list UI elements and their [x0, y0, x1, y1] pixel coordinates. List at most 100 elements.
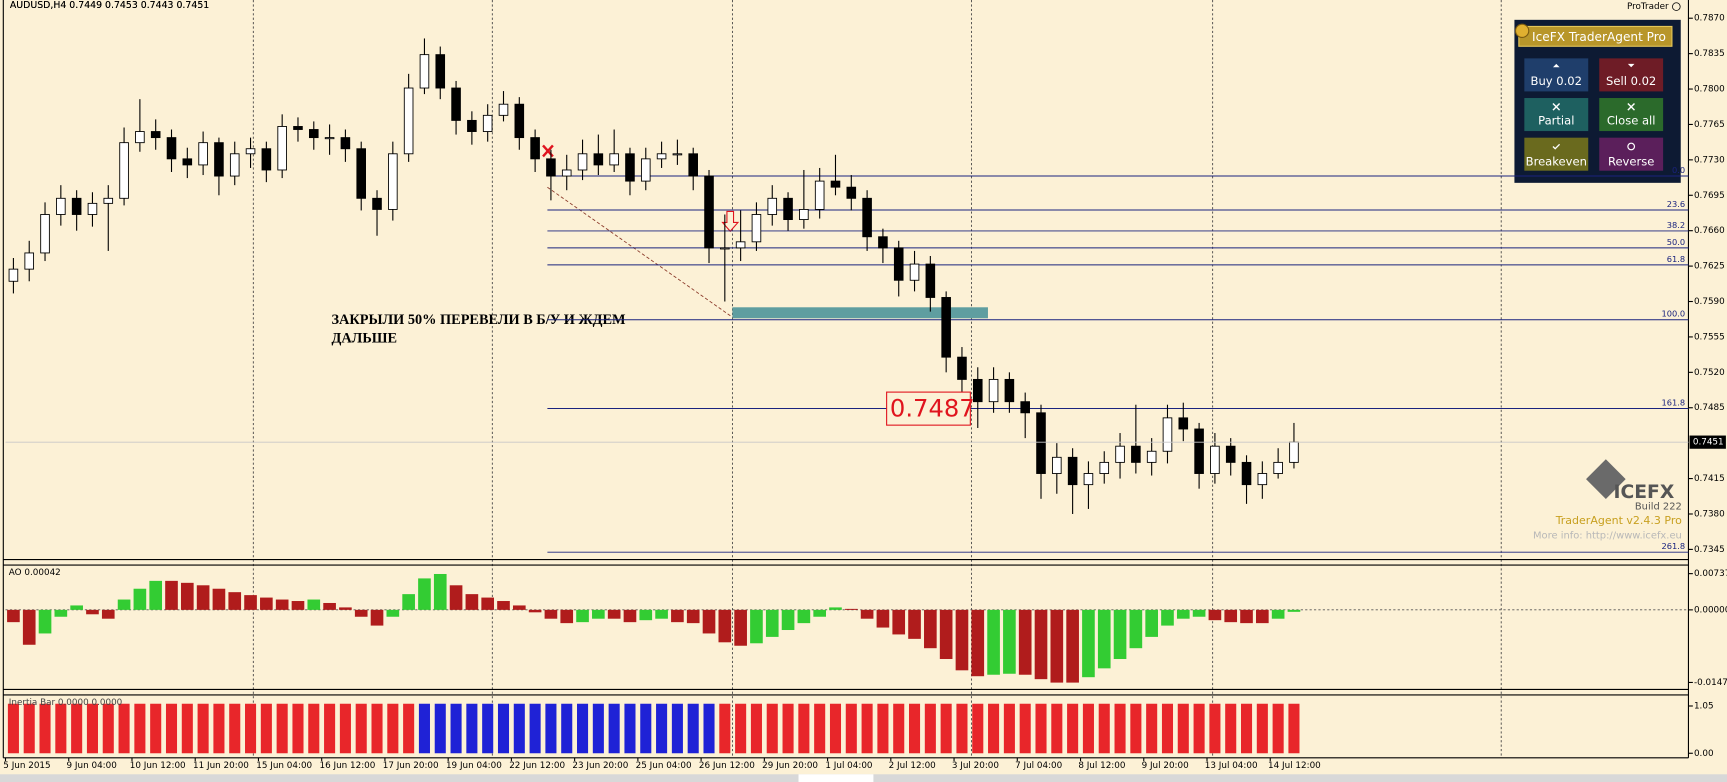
y-tick-label: 0.7485: [1694, 403, 1725, 413]
button-face[interactable]: [1524, 98, 1589, 132]
button-label[interactable]: Close all: [1607, 114, 1656, 128]
indicator-bar: [86, 703, 98, 754]
candle-body: [340, 137, 351, 150]
x-tick-label: 14 Jul 12:00: [1268, 761, 1321, 771]
x-tick-label: 5 Jun 2015: [3, 761, 50, 771]
ao-bar: [734, 609, 747, 646]
annotation: ДАЛЬШЕ: [332, 331, 398, 347]
fibo-label: 161.8: [1662, 398, 1686, 408]
indicator-bar: [624, 703, 636, 754]
button-face[interactable]: [1524, 137, 1589, 171]
candle-body: [593, 153, 604, 166]
indicator-bar: [1256, 703, 1268, 754]
candle-body: [1289, 441, 1299, 463]
brand: ProTrader: [1627, 2, 1669, 12]
candle-body: [261, 148, 272, 171]
button-label[interactable]: Partial: [1538, 114, 1574, 128]
ao-bar: [22, 609, 36, 645]
y-tick-label: 0.00000: [1694, 605, 1727, 615]
candle-body: [372, 197, 382, 210]
indicator-bar: [134, 703, 146, 754]
partial-button[interactable]: Partial: [1524, 98, 1589, 132]
indicator-bar: [71, 703, 83, 754]
indicator-bar: [592, 703, 604, 754]
x-tick-label: 13 Jul 04:00: [1205, 761, 1258, 771]
candle-body: [135, 131, 145, 144]
x-tick-label: 9 Jul 20:00: [1142, 761, 1190, 771]
candle-body: [103, 197, 114, 204]
candle-body: [561, 169, 572, 177]
candle-body: [735, 241, 746, 249]
candle-body: [878, 236, 888, 249]
panel-logo: [1514, 23, 1530, 39]
indicator-bar: [703, 703, 715, 754]
y-tick-label: 0.7345: [1694, 545, 1725, 555]
indicator-bar: [640, 703, 652, 754]
ao-bar: [433, 573, 447, 610]
ao-bar: [765, 609, 779, 637]
reverse-button[interactable]: Reverse: [1599, 137, 1664, 171]
x-tick-label: 8 Jul 12:00: [1078, 761, 1126, 771]
indicator-bar: [181, 703, 193, 754]
indicator-bar: [798, 703, 810, 754]
x-tick-label: 1 Jul 04:00: [825, 761, 873, 771]
indicator-bar: [371, 703, 383, 754]
ao-bar: [1256, 609, 1269, 624]
sell-button[interactable]: Sell 0.02: [1599, 58, 1664, 92]
indicator-bar: [529, 703, 541, 754]
indicator-bar: [719, 703, 731, 754]
indicator-bar: [972, 703, 984, 754]
price-label-box: [886, 391, 971, 426]
ao-bar: [244, 595, 257, 610]
ao-bar: [449, 585, 463, 610]
cross-stroke: [542, 144, 554, 158]
candle-body: [1067, 456, 1078, 486]
ao-bar: [528, 609, 542, 613]
indicator-bar: [956, 703, 968, 754]
button-label[interactable]: Breakeven: [1526, 154, 1587, 168]
indicator-bar: [102, 703, 114, 754]
indicator-bar: [165, 703, 178, 754]
button-label[interactable]: Sell 0.02: [1606, 74, 1656, 88]
fibo-label: 100.0: [1662, 309, 1686, 319]
x-tick-label: 15 Jun 04:00: [256, 761, 312, 771]
x-tick-label: 23 Jun 20:00: [572, 761, 628, 771]
candle-body: [957, 356, 967, 380]
ao-bar: [781, 609, 795, 631]
candle-body: [198, 142, 208, 166]
watermark-logo: ICEFX: [1614, 482, 1675, 503]
indicator-bar: [450, 703, 462, 754]
y-tick-label: 0.7695: [1694, 191, 1725, 201]
candle-body: [688, 153, 698, 177]
candle-body: [388, 153, 398, 210]
breakeven-button[interactable]: Breakeven: [1524, 137, 1589, 171]
trade-panel: IceFX TraderAgent Pro Buy 0.02 Sell 0.02…: [1514, 19, 1681, 183]
indicator-bar: [1209, 703, 1221, 754]
fibo-label: 50.0: [1667, 237, 1685, 247]
ao-bar: [718, 609, 732, 643]
button-face[interactable]: [1599, 98, 1664, 132]
button-label[interactable]: Reverse: [1608, 154, 1654, 168]
ao-bar: [623, 609, 637, 623]
active-tab[interactable]: [798, 774, 874, 782]
symbol-title: AUDUSD,H4 0.7449 0.7453 0.7443 0.7451: [10, 0, 209, 11]
y-tick-label: 0.7660: [1694, 226, 1725, 236]
y-tick-label: 0.7590: [1694, 297, 1725, 307]
candle-body: [1052, 456, 1062, 474]
ao-bar: [1066, 609, 1079, 683]
candle-body: [308, 129, 319, 139]
candle-body: [1099, 461, 1110, 474]
ao-bar: [339, 607, 352, 610]
button-icon: [1552, 63, 1560, 68]
panel-title: AO 0.00042: [9, 568, 61, 578]
current-price-box: [1689, 435, 1726, 449]
close-all-button[interactable]: Close all: [1599, 98, 1664, 132]
ao-bar: [323, 602, 336, 610]
ao-bar: [1145, 609, 1158, 637]
x-tick-label: 19 Jun 04:00: [446, 761, 502, 771]
buy-button[interactable]: Buy 0.02: [1524, 58, 1589, 92]
indicator-bar: [1146, 703, 1158, 754]
indicator-bar: [513, 703, 525, 754]
button-label[interactable]: Buy 0.02: [1531, 74, 1582, 88]
